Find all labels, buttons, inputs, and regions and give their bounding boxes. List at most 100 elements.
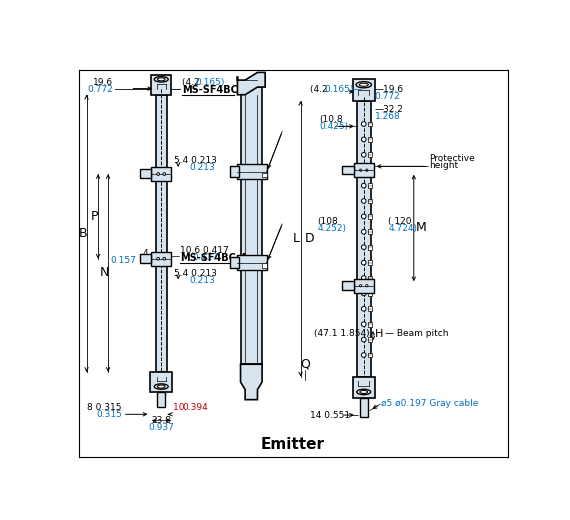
Text: ( 120: ( 120 [388, 217, 412, 226]
Bar [262, 173, 267, 177]
Text: 14 0.551—: 14 0.551— [310, 411, 359, 420]
Text: (4.2: (4.2 [182, 79, 202, 87]
Text: Q: Q [300, 357, 310, 370]
Ellipse shape [366, 169, 368, 172]
Ellipse shape [361, 245, 366, 250]
Text: MS-SF4BC-2: MS-SF4BC-2 [182, 85, 249, 95]
Text: 0.165)—: 0.165)— [324, 85, 363, 94]
Ellipse shape [154, 384, 168, 389]
Ellipse shape [361, 229, 366, 234]
Text: 0.213: 0.213 [190, 163, 215, 172]
Text: 1.268: 1.268 [374, 112, 400, 121]
Bar [357, 101, 370, 376]
Text: 0.772: 0.772 [87, 85, 113, 95]
Text: D: D [305, 232, 315, 245]
Bar [156, 95, 168, 372]
Ellipse shape [357, 389, 370, 395]
Text: 0.165): 0.165) [196, 79, 225, 87]
Ellipse shape [361, 261, 366, 265]
Ellipse shape [361, 322, 366, 327]
Text: M: M [416, 222, 427, 235]
Ellipse shape [361, 122, 366, 126]
Text: H: H [374, 329, 383, 339]
Bar [368, 337, 372, 342]
Text: N: N [100, 266, 109, 279]
Text: 19.6: 19.6 [92, 79, 113, 87]
Ellipse shape [157, 78, 165, 81]
Bar [157, 392, 165, 407]
Text: (10.8: (10.8 [319, 115, 343, 124]
Bar [150, 372, 172, 392]
Ellipse shape [359, 83, 368, 86]
Text: ø5 ø0.197 Gray cable: ø5 ø0.197 Gray cable [381, 399, 478, 408]
Ellipse shape [361, 152, 366, 157]
Ellipse shape [361, 137, 366, 142]
Text: —32.2: —32.2 [374, 106, 404, 114]
Text: MS-SF4BC-4: MS-SF4BC-4 [181, 253, 247, 263]
Ellipse shape [361, 168, 366, 173]
Bar [230, 166, 239, 177]
Bar [368, 353, 372, 357]
Text: 10.6 0.417: 10.6 0.417 [181, 245, 229, 255]
Bar [241, 87, 262, 364]
Text: Protective: Protective [429, 154, 475, 163]
Text: 23.8: 23.8 [151, 416, 171, 425]
Bar [368, 245, 372, 250]
Bar [368, 214, 372, 219]
Bar [368, 168, 372, 173]
Bar [368, 322, 372, 327]
Text: 5.4 0.213: 5.4 0.213 [174, 269, 217, 278]
Ellipse shape [361, 183, 366, 188]
Bar [368, 122, 372, 126]
Bar [354, 163, 374, 177]
Bar [151, 75, 171, 95]
Text: (108: (108 [317, 217, 338, 226]
Bar [353, 80, 374, 101]
Bar [360, 398, 368, 417]
Text: —19.6: —19.6 [374, 85, 404, 94]
Text: B: B [78, 227, 87, 240]
Text: 4: 4 [142, 249, 148, 258]
Text: 10: 10 [173, 404, 187, 412]
Ellipse shape [163, 257, 166, 260]
Text: (4.2: (4.2 [310, 85, 331, 94]
Text: (47.1 1.854): (47.1 1.854) [314, 329, 369, 338]
Bar [368, 137, 372, 142]
Polygon shape [238, 72, 265, 95]
Ellipse shape [163, 173, 166, 175]
Bar [368, 306, 372, 311]
Ellipse shape [157, 257, 160, 260]
Text: 4.724): 4.724) [388, 224, 417, 233]
Text: 0.213: 0.213 [190, 276, 215, 284]
Ellipse shape [366, 284, 368, 287]
Bar [368, 152, 372, 157]
Bar [354, 279, 374, 293]
Bar [353, 376, 374, 398]
Text: 0.394: 0.394 [183, 404, 209, 412]
Bar [368, 276, 372, 280]
Ellipse shape [361, 353, 366, 357]
Text: 0.315: 0.315 [96, 410, 122, 419]
Bar [151, 167, 171, 181]
Bar [151, 252, 171, 266]
Ellipse shape [361, 306, 366, 311]
Text: 0.417: 0.417 [193, 253, 218, 262]
Bar [368, 291, 372, 296]
Text: 8 0.315: 8 0.315 [87, 404, 122, 412]
Text: 0.157: 0.157 [111, 256, 137, 265]
Bar [140, 170, 151, 178]
Ellipse shape [157, 385, 165, 388]
Text: Emitter: Emitter [260, 437, 324, 452]
Ellipse shape [360, 284, 362, 287]
Polygon shape [241, 364, 262, 400]
Bar [368, 199, 372, 203]
Bar [262, 263, 267, 268]
Text: 0.937: 0.937 [148, 423, 174, 432]
Bar [368, 183, 372, 188]
Ellipse shape [361, 337, 366, 342]
Text: 0.772: 0.772 [374, 92, 400, 100]
Ellipse shape [157, 173, 160, 175]
Bar [342, 281, 354, 290]
Ellipse shape [361, 291, 366, 296]
Ellipse shape [361, 276, 366, 280]
